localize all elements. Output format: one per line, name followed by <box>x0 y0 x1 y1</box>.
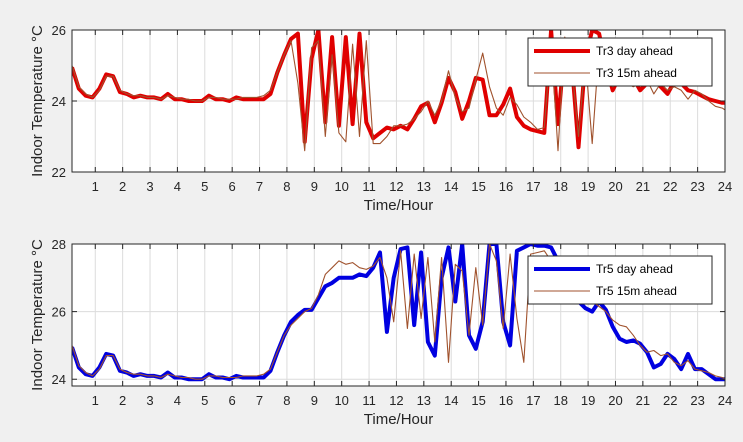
x-tick-label: 22 <box>663 179 677 194</box>
x-axis-label: Time/Hour <box>364 411 433 428</box>
y-tick-label: 26 <box>52 305 66 320</box>
x-tick-label: 14 <box>444 179 458 194</box>
x-tick-label: 7 <box>256 179 263 194</box>
x-axis-label: Time/Hour <box>364 197 433 214</box>
x-tick-label: 8 <box>283 393 290 408</box>
x-tick-label: 4 <box>174 393 181 408</box>
x-tick-label: 18 <box>553 179 567 194</box>
legend-box <box>527 255 713 305</box>
legend-entry-1: Tr3 day ahead <box>596 44 673 58</box>
x-tick-label: 19 <box>581 393 595 408</box>
x-tick-label: 1 <box>92 179 99 194</box>
x-tick-label: 20 <box>608 179 622 194</box>
legend-box <box>527 37 713 87</box>
legend-entry-1: Tr5 day ahead <box>596 262 673 276</box>
x-tick-label: 22 <box>663 393 677 408</box>
y-tick-label: 26 <box>52 23 66 38</box>
x-tick-label: 16 <box>499 393 513 408</box>
x-tick-label: 7 <box>256 393 263 408</box>
x-tick-label: 5 <box>201 179 208 194</box>
x-tick-label: 17 <box>526 393 540 408</box>
x-tick-label: 16 <box>499 179 513 194</box>
y-tick-label: 24 <box>52 94 66 109</box>
x-tick-label: 12 <box>389 393 403 408</box>
axes-box <box>71 243 726 387</box>
x-tick-label: 18 <box>553 393 567 408</box>
y-axis-label: Indoor Temperature °C <box>29 25 46 177</box>
x-tick-label: 24 <box>718 179 732 194</box>
x-tick-label: 10 <box>334 179 348 194</box>
x-tick-label: 10 <box>334 393 348 408</box>
x-tick-label: 19 <box>581 179 595 194</box>
x-tick-label: 9 <box>311 179 318 194</box>
x-tick-label: 21 <box>636 179 650 194</box>
x-tick-label: 13 <box>417 179 431 194</box>
x-tick-label: 15 <box>471 393 485 408</box>
x-tick-label: 3 <box>146 393 153 408</box>
x-tick-label: 23 <box>690 393 704 408</box>
y-tick-label: 22 <box>52 165 66 180</box>
x-tick-label: 9 <box>311 393 318 408</box>
x-tick-label: 2 <box>119 179 126 194</box>
x-tick-label: 4 <box>174 179 181 194</box>
x-tick-label: 20 <box>608 393 622 408</box>
y-tick-label: 24 <box>52 372 66 387</box>
x-tick-label: 21 <box>636 393 650 408</box>
x-tick-label: 14 <box>444 393 458 408</box>
x-tick-label: 24 <box>718 393 732 408</box>
y-axis-label: Indoor Temperature °C <box>29 239 46 391</box>
x-tick-label: 8 <box>283 179 290 194</box>
x-tick-label: 6 <box>229 393 236 408</box>
x-tick-label: 6 <box>229 179 236 194</box>
y-tick-label: 28 <box>52 237 66 252</box>
x-tick-label: 1 <box>92 393 99 408</box>
legend: Tr3 day ahead Tr3 15m ahead <box>527 37 713 87</box>
legend-entry-2: Tr5 15m ahead <box>596 284 677 298</box>
series-line-2 <box>72 244 725 380</box>
chart-1: 1 2 3 4 5 6 7 8 9 10 11 12 13 14 15 16 17 18 19 20 21 22 23 242… <box>29 23 732 214</box>
x-tick-label: 2 <box>119 393 126 408</box>
x-tick-label: 15 <box>471 179 485 194</box>
x-tick-label: 3 <box>146 179 153 194</box>
chart-2: 1 2 3 4 5 6 7 8 9 10 11 12 13 14 15 16 17 18 19 20 21 22 23 242… <box>29 237 732 428</box>
legend-entry-2: Tr3 15m ahead <box>596 66 677 80</box>
x-tick-label: 13 <box>417 393 431 408</box>
x-tick-label: 5 <box>201 393 208 408</box>
x-tick-label: 23 <box>690 179 704 194</box>
legend: Tr5 day ahead Tr5 15m ahead <box>527 255 713 305</box>
x-tick-label: 17 <box>526 179 540 194</box>
x-tick-label: 11 <box>362 179 376 194</box>
x-tick-label: 11 <box>362 393 376 408</box>
x-tick-label: 12 <box>389 179 403 194</box>
